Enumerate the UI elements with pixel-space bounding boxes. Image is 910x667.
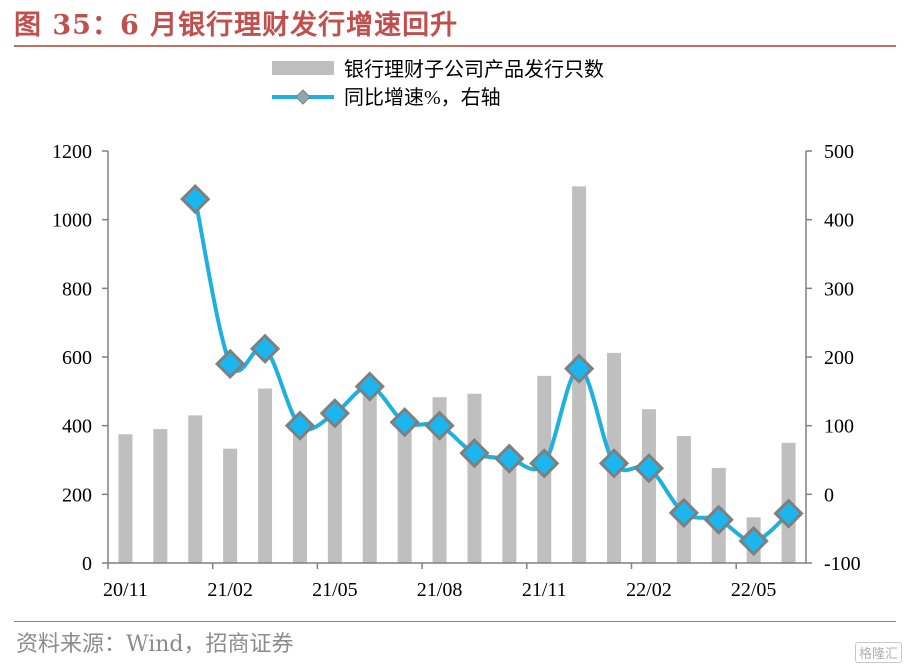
- x-tick-label: 22/05: [731, 579, 777, 601]
- bar-22/02: [641, 409, 656, 563]
- bar-21/07: [397, 419, 412, 563]
- bar-21/06: [362, 381, 377, 563]
- bar-21/08: [432, 397, 447, 563]
- bars: [118, 186, 796, 563]
- legend-line-label: 同比增速%，右轴: [344, 86, 501, 109]
- left-tick-label: 1000: [52, 210, 92, 232]
- bar-20/12: [153, 429, 168, 563]
- x-tick-label: 21/08: [417, 579, 463, 601]
- chart-title: 图 35：6 月银行理财发行增速回升: [14, 10, 459, 41]
- x-tick-label: 21/11: [522, 579, 567, 601]
- left-tick-label: 200: [62, 484, 92, 506]
- title-bar: 图 35：6 月银行理财发行增速回升: [14, 6, 458, 46]
- x-tick-label: 21/02: [207, 579, 253, 601]
- bar-20/11: [118, 434, 133, 563]
- title-divider: [14, 45, 896, 47]
- marker-22/01: [598, 448, 630, 479]
- marker-21/06: [354, 371, 385, 402]
- marker-21/07: [389, 407, 420, 438]
- marker-21/04: [284, 410, 316, 441]
- marker-21/11: [529, 448, 560, 479]
- bar-21/02: [223, 448, 238, 563]
- left-tick-label: 1200: [52, 141, 92, 163]
- line-series: [180, 183, 804, 557]
- bar-21/03: [258, 388, 273, 563]
- marker-21/12: [564, 353, 595, 384]
- marker-22/04: [703, 504, 734, 535]
- legend-marker-swatch: [295, 89, 311, 105]
- right-tick-label: 300: [824, 278, 854, 300]
- bar-21/09: [467, 393, 482, 563]
- right-tick-label: 200: [824, 347, 854, 369]
- left-tick-label: 0: [82, 553, 92, 575]
- bar-21/10: [502, 455, 517, 563]
- right-tick-label: 0: [824, 484, 834, 506]
- left-tick-label: 600: [62, 347, 92, 369]
- marker-22/02: [633, 453, 665, 484]
- right-tick-label: 400: [824, 210, 854, 232]
- marker-22/03: [668, 497, 699, 528]
- bar-21/05: [327, 408, 342, 563]
- marker-21/01: [180, 183, 211, 215]
- bar-21/04: [292, 422, 307, 563]
- bar-21/01: [188, 415, 203, 563]
- legend-bar-swatch: [272, 61, 334, 75]
- x-tick-label: 22/02: [626, 579, 672, 601]
- axes: 0 200 400 600 800 1000 1200 -100 0 100 200 300 400 50…: [52, 141, 861, 601]
- right-tick-label: -100: [824, 553, 861, 575]
- left-tick-label: 400: [62, 416, 92, 438]
- marker-21/02: [215, 348, 246, 379]
- watermark-logo: 格隆汇: [854, 642, 902, 663]
- growth-line: [193, 198, 790, 544]
- marker-22/06: [773, 498, 804, 529]
- right-tick-label: 100: [824, 416, 854, 438]
- marker-21/10: [494, 443, 525, 474]
- legend-bar-label: 银行理财子公司产品发行只数: [344, 58, 604, 81]
- marker-22/05: [738, 525, 769, 557]
- marker-21/08: [424, 410, 455, 441]
- source-note: 资料来源：Wind，招商证券: [16, 632, 294, 657]
- right-tick-label: 500: [824, 141, 854, 163]
- marker-21/05: [319, 398, 350, 429]
- x-tick-label: 20/11: [103, 579, 148, 601]
- marker-21/03: [249, 333, 281, 364]
- marker-21/09: [459, 438, 490, 469]
- footer-divider: [14, 621, 896, 622]
- x-tick-label: 21/05: [312, 579, 358, 601]
- left-tick-label: 800: [62, 278, 92, 300]
